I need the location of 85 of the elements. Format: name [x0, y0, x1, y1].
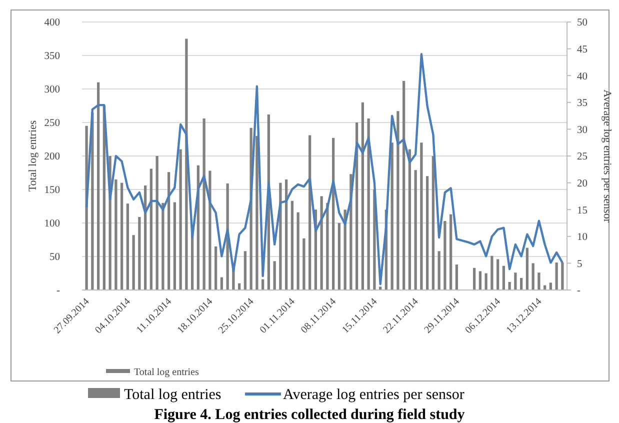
bar	[444, 220, 446, 290]
bar	[296, 212, 300, 290]
y2-tick-label: 25	[577, 152, 588, 163]
legend-label: Average log entries per sensor	[283, 387, 464, 403]
bar	[344, 210, 346, 290]
bar	[508, 282, 511, 290]
y2-tick-label: 35	[577, 98, 588, 110]
bar	[438, 251, 440, 290]
y2-tick-label: 20	[577, 178, 588, 190]
bar	[420, 142, 423, 290]
y-tick-label: 400	[44, 18, 60, 29]
bar	[156, 156, 158, 290]
bar	[302, 238, 306, 290]
bar	[96, 82, 100, 290]
y2-tick-label: 10	[577, 232, 588, 244]
inner-legend: Total log entries	[106, 367, 199, 378]
legend-label: Total log entries	[124, 387, 222, 403]
y-tick-label: 350	[44, 51, 60, 62]
bar	[91, 112, 94, 290]
line-series	[85, 53, 564, 286]
bar	[390, 142, 394, 290]
y-tick-label: 50	[50, 252, 60, 264]
bar	[449, 214, 452, 290]
bar	[426, 176, 429, 290]
bar	[367, 118, 370, 290]
bar	[185, 38, 188, 290]
bar	[290, 200, 294, 290]
y2-tick-label: 5	[577, 258, 582, 270]
bar	[273, 261, 276, 290]
bar	[173, 202, 176, 290]
bar	[256, 136, 258, 290]
y-tick-label: 300	[44, 84, 60, 96]
bar	[138, 216, 141, 290]
bar	[549, 282, 552, 290]
bar	[162, 202, 164, 290]
bar	[132, 235, 135, 290]
bar	[432, 156, 435, 290]
bar	[514, 272, 517, 290]
bar	[244, 251, 247, 290]
y2-tick-label: 15	[577, 205, 588, 216]
y-tick-label: 100	[44, 218, 60, 230]
bar	[526, 248, 529, 290]
bar	[414, 170, 417, 290]
bar	[208, 170, 212, 290]
y2-tick-label: 45	[577, 44, 588, 56]
bar	[214, 246, 218, 290]
y2-tick-label: 40	[577, 71, 588, 82]
y-tick-label: -	[56, 286, 60, 297]
bar	[361, 102, 364, 290]
caption: Figure 4. Log entries collected during field study	[154, 407, 466, 423]
bar	[114, 179, 118, 290]
bar	[320, 196, 323, 290]
bar	[496, 259, 500, 290]
y2-axis-title: Average log entries per sensor	[601, 90, 613, 223]
y2-tick-label: 50	[577, 18, 588, 29]
bar	[167, 172, 170, 290]
y-tick-label: 250	[44, 118, 60, 130]
y2-tick-label: -	[577, 286, 581, 297]
bar	[408, 149, 412, 290]
y-axis-title: Total log entries	[27, 120, 39, 192]
bar	[538, 272, 540, 290]
bar	[555, 262, 558, 290]
bar	[396, 111, 400, 290]
y-tick-label: 150	[44, 185, 60, 196]
bar	[490, 256, 494, 290]
bar	[150, 168, 153, 290]
bar	[478, 271, 482, 290]
bar	[284, 179, 288, 290]
bar	[532, 263, 534, 290]
bar	[202, 118, 206, 290]
bar	[326, 202, 329, 290]
bar	[279, 182, 282, 290]
bar	[179, 149, 182, 290]
bar	[126, 204, 129, 290]
bar	[455, 264, 458, 290]
bar	[338, 223, 341, 290]
bar	[484, 273, 488, 290]
bar	[472, 268, 476, 290]
y2-tick-label: 30	[577, 124, 588, 136]
bar	[402, 80, 406, 290]
bar	[120, 182, 124, 290]
bar	[502, 266, 506, 290]
bar	[520, 278, 523, 290]
bar	[561, 262, 564, 290]
y-tick-label: 200	[44, 152, 60, 163]
